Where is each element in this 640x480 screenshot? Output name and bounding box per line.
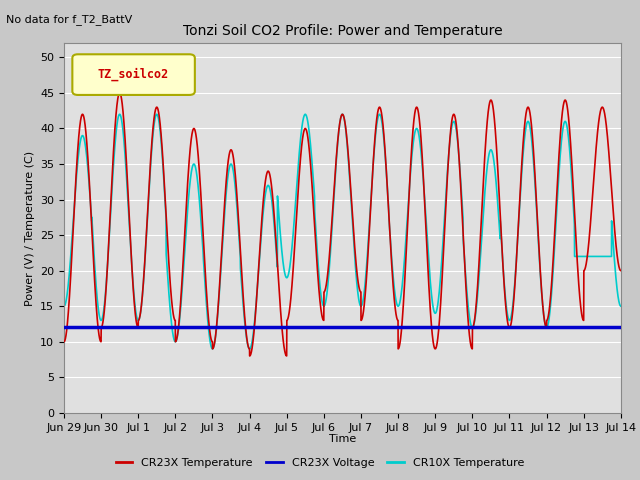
Title: Tonzi Soil CO2 Profile: Power and Temperature: Tonzi Soil CO2 Profile: Power and Temper… <box>182 24 502 38</box>
Text: No data for f_T2_BattV: No data for f_T2_BattV <box>6 14 132 25</box>
Text: TZ_soilco2: TZ_soilco2 <box>98 68 169 81</box>
Legend: CR23X Temperature, CR23X Voltage, CR10X Temperature: CR23X Temperature, CR23X Voltage, CR10X … <box>111 453 529 472</box>
X-axis label: Time: Time <box>329 434 356 444</box>
Y-axis label: Power (V) / Temperature (C): Power (V) / Temperature (C) <box>24 150 35 306</box>
FancyBboxPatch shape <box>72 54 195 95</box>
